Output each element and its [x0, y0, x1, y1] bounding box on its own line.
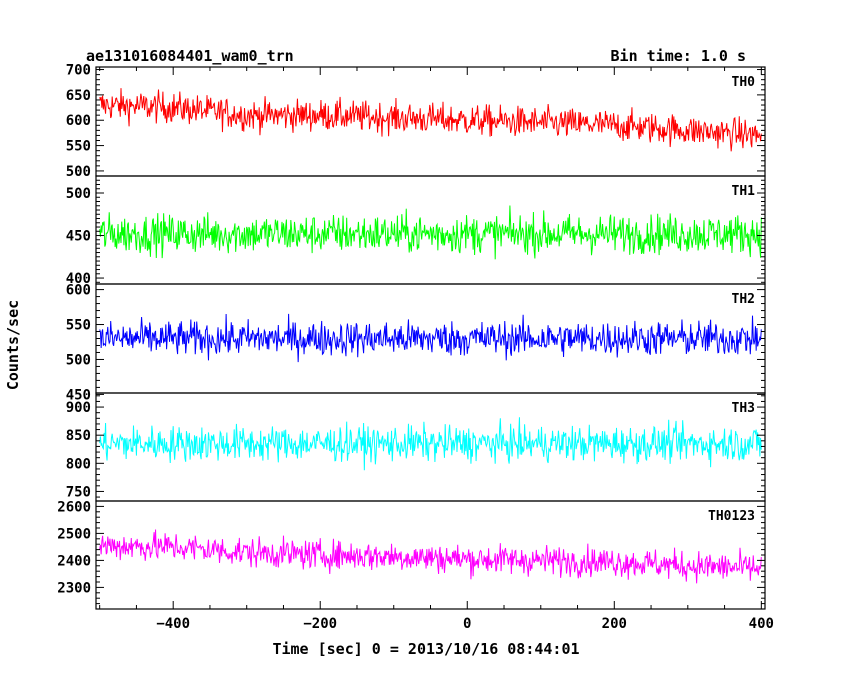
y-tick-label: 450 — [66, 387, 91, 403]
y-tick-label: 550 — [66, 318, 91, 334]
series-line-th0123 — [99, 529, 762, 584]
panel-label-th2: TH2 — [732, 292, 755, 307]
series-line-th2 — [99, 313, 762, 363]
series-line-th3 — [99, 417, 762, 471]
panel-label-th0123: TH0123 — [708, 509, 755, 524]
x-tick-label: −400 — [156, 616, 190, 632]
y-tick-label: 500 — [66, 352, 91, 368]
panel-th2: 450 500 550 600 TH2 — [66, 283, 766, 403]
y-tick-label: 800 — [66, 456, 91, 472]
series-line-th1 — [99, 205, 762, 260]
y-tick-label: 550 — [66, 139, 91, 155]
panel-th3: 750 800 850 900 TH3 — [66, 392, 766, 502]
panel-label-th3: TH3 — [732, 401, 755, 416]
y-tick-label: 900 — [66, 400, 91, 416]
y-tick-label: 2300 — [57, 580, 91, 596]
x-axis: −400 −200 0 200 400 — [99, 67, 774, 632]
y-tick-label: 650 — [66, 88, 91, 104]
y-tick-label: 600 — [66, 283, 91, 299]
bin-time-label: Bin time: 1.0 s — [611, 47, 746, 65]
y-tick-label: 700 — [66, 63, 91, 79]
panel-frame — [95, 66, 766, 177]
panel-th0123: 2300 2400 2500 2600 TH0123 — [57, 499, 766, 610]
x-tick-label: −200 — [303, 616, 337, 632]
x-axis-label: Time [sec] 0 = 2013/10/16 08:44:01 — [272, 640, 579, 658]
y-tick-label: 850 — [66, 428, 91, 444]
x-tick-label: 400 — [749, 616, 774, 632]
panel-th1: 400 450 500 TH1 — [66, 175, 766, 287]
y-tick-label: 750 — [66, 484, 91, 500]
y-tick-label: 500 — [66, 186, 91, 202]
y-tick-label: 500 — [66, 164, 91, 180]
y-tick-label: 450 — [66, 229, 91, 245]
y-tick-label: 600 — [66, 113, 91, 129]
panel-th0: 500 550 600 650 700 TH0 — [66, 63, 766, 180]
y-axis-label: Counts/sec — [4, 300, 22, 390]
panel-label-th1: TH1 — [732, 184, 756, 199]
y-tick-label: 400 — [66, 271, 91, 287]
y-tick-label: 2500 — [57, 526, 91, 542]
panel-label-th0: TH0 — [732, 75, 756, 90]
y-tick-label: 2600 — [57, 499, 91, 515]
y-tick-label: 2400 — [57, 553, 91, 569]
series-line-th0 — [99, 88, 762, 152]
panels-group: 500 550 600 650 700 TH0 400 450 500 TH1 450 500 550 6… — [57, 63, 766, 610]
chart-title: ae131016084401_wam0_trn — [86, 47, 294, 65]
x-tick-label: 0 — [463, 616, 471, 632]
x-tick-label: 200 — [602, 616, 627, 632]
